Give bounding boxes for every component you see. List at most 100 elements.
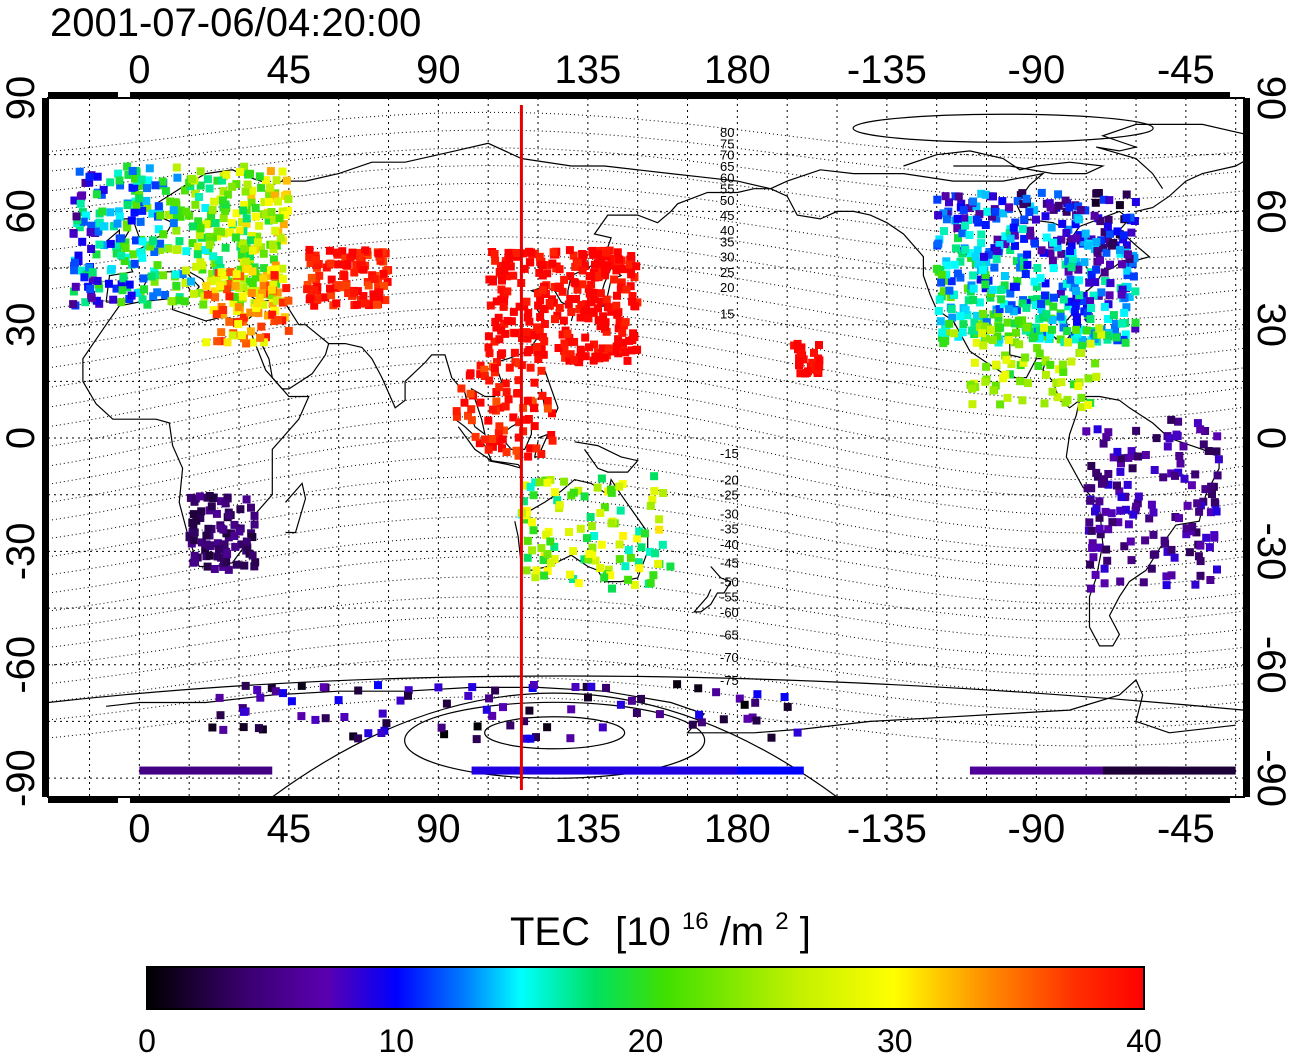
tec-cell bbox=[1058, 282, 1067, 291]
tec-cell bbox=[202, 338, 211, 347]
tec-cell bbox=[1006, 234, 1015, 243]
tec-cell bbox=[369, 295, 378, 304]
tec-cell bbox=[495, 335, 504, 344]
coastline bbox=[106, 678, 1236, 734]
magnetic-contours bbox=[48, 111, 1244, 797]
tec-cell bbox=[547, 559, 555, 568]
tec-cell bbox=[1127, 228, 1136, 237]
tec-cell bbox=[476, 398, 485, 407]
tec-cell bbox=[982, 318, 991, 327]
tec-cell bbox=[596, 267, 605, 276]
tec-cell bbox=[117, 234, 126, 243]
tec-cell bbox=[159, 230, 168, 239]
tec-cell bbox=[1101, 277, 1110, 285]
tec-cell bbox=[1176, 459, 1185, 468]
tec-cell bbox=[529, 491, 538, 500]
tec-cell bbox=[525, 706, 534, 715]
tec-cell bbox=[650, 487, 659, 495]
tec-cell bbox=[1053, 243, 1062, 252]
tec-cell bbox=[968, 384, 977, 393]
tec-cell bbox=[305, 245, 314, 254]
lat-tick-label: -90 bbox=[1249, 749, 1292, 807]
tec-cell bbox=[1058, 219, 1067, 228]
tec-cell bbox=[226, 279, 235, 288]
tec-cell bbox=[252, 286, 261, 295]
tec-cell bbox=[751, 698, 760, 707]
tec-cell bbox=[333, 248, 341, 257]
tec-cell bbox=[249, 338, 258, 347]
tec-cell bbox=[1100, 302, 1109, 311]
tec-cell bbox=[259, 249, 268, 258]
tec-cell bbox=[954, 234, 962, 243]
tec-cell bbox=[992, 255, 1001, 264]
tec-cell bbox=[364, 281, 373, 290]
tec-cell bbox=[947, 277, 956, 286]
tec-cell bbox=[1032, 282, 1041, 291]
tec-cell bbox=[988, 285, 997, 294]
tec-cell bbox=[484, 332, 493, 341]
tec-cell bbox=[149, 292, 158, 301]
tec-cell bbox=[1005, 229, 1014, 237]
tec-cell bbox=[567, 705, 576, 714]
tec-cell bbox=[97, 190, 106, 199]
tec-cell bbox=[213, 552, 222, 561]
tec-cell bbox=[370, 275, 379, 283]
tec-cell bbox=[1049, 264, 1058, 273]
tec-cell bbox=[969, 271, 978, 280]
tec-cell bbox=[572, 295, 580, 303]
tec-cell bbox=[1077, 349, 1086, 357]
coastline bbox=[82, 267, 310, 568]
tec-cell bbox=[1103, 556, 1112, 565]
tec-cell bbox=[603, 252, 612, 261]
tec-cell bbox=[594, 304, 602, 313]
tec-cell bbox=[1040, 323, 1048, 332]
tec-cell bbox=[526, 482, 535, 491]
tec-cell bbox=[1116, 454, 1125, 463]
tec-cell bbox=[974, 260, 983, 269]
magnetic-contour bbox=[48, 378, 1244, 461]
tec-cell bbox=[497, 295, 506, 304]
tec-cell bbox=[1123, 250, 1132, 259]
tec-cell bbox=[143, 184, 151, 193]
tec-cell bbox=[1021, 270, 1030, 278]
tec-cell bbox=[136, 217, 145, 226]
tec-cell bbox=[1207, 482, 1216, 491]
coastline bbox=[1096, 123, 1244, 212]
tec-cell bbox=[633, 534, 642, 543]
tec-cell bbox=[172, 200, 181, 209]
tec-cell bbox=[1076, 325, 1085, 334]
tec-cell bbox=[253, 238, 262, 247]
tec-cell bbox=[172, 163, 181, 172]
tec-cell bbox=[211, 276, 220, 285]
tec-cell bbox=[350, 288, 359, 297]
tec-cell bbox=[569, 251, 578, 260]
tec-cell bbox=[1097, 236, 1106, 245]
tec-cell bbox=[566, 350, 575, 359]
tec-cell bbox=[528, 518, 536, 527]
tec-cell bbox=[502, 388, 511, 397]
tec-cell bbox=[520, 264, 529, 273]
tec-cell bbox=[510, 348, 519, 357]
tec-cell bbox=[235, 226, 244, 235]
tec-cell bbox=[990, 263, 999, 272]
tec-cell bbox=[564, 300, 573, 309]
tec-cell bbox=[190, 551, 199, 560]
tec-cell bbox=[577, 301, 586, 309]
tec-cell bbox=[340, 713, 349, 721]
tec-cell bbox=[284, 195, 293, 204]
tec-cell bbox=[538, 391, 547, 400]
magnetic-contour bbox=[48, 111, 1244, 160]
tec-cell bbox=[326, 259, 335, 268]
tec-cell bbox=[232, 270, 241, 279]
tec-band bbox=[471, 766, 738, 775]
tec-cell bbox=[1033, 344, 1042, 353]
colorbar-tick-label: 20 bbox=[628, 1023, 664, 1057]
tec-cell bbox=[136, 248, 145, 257]
tec-cell bbox=[1001, 272, 1009, 280]
tec-cell bbox=[189, 536, 198, 545]
contour-label: -25 bbox=[720, 488, 739, 503]
tec-cell bbox=[86, 228, 95, 237]
tec-cell bbox=[485, 349, 494, 358]
tec-cell bbox=[596, 564, 605, 572]
tec-cell bbox=[584, 314, 593, 323]
